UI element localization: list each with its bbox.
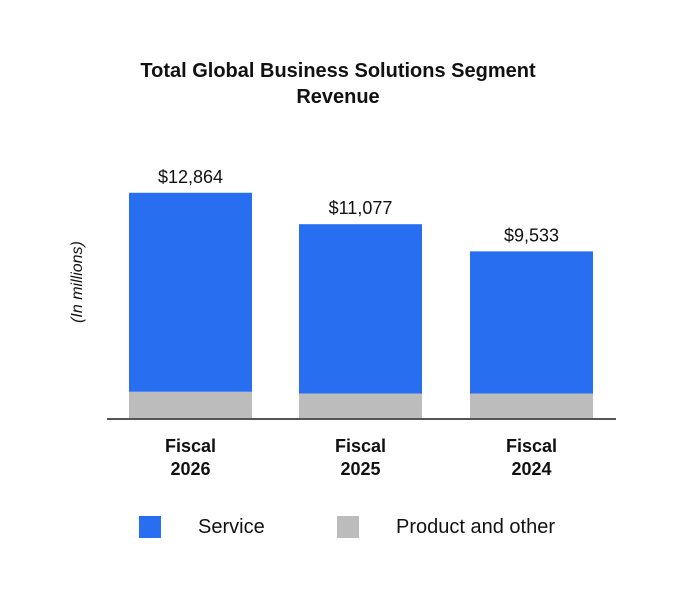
legend-label-product: Product and other	[396, 515, 555, 538]
x-tick-label-1-line-0: Fiscal	[335, 436, 386, 456]
total-label-0: $12,864	[158, 167, 223, 187]
legend-label-service: Service	[198, 515, 265, 538]
x-tick-label-0-line-1: 2026	[170, 459, 210, 479]
bar-product-0	[129, 391, 252, 419]
bar-service-0	[129, 192, 252, 392]
bar-service-2	[470, 251, 593, 394]
total-label-2: $9,533	[504, 225, 559, 245]
x-tick-label-2-line-0: Fiscal	[506, 436, 557, 456]
x-tick-label-2-line-1: 2024	[511, 459, 551, 479]
legend-item-product: Product and other	[337, 514, 555, 540]
chart-title: Total Global Business Solutions Segment …	[140, 60, 536, 108]
legend-swatch-service	[139, 516, 161, 538]
legend-item-service: Service	[139, 514, 265, 540]
total-label-1: $11,077	[329, 198, 393, 218]
bars-layer	[129, 192, 593, 419]
bar-product-2	[470, 393, 593, 419]
bar-product-1	[299, 393, 422, 419]
bar-service-1	[299, 224, 422, 394]
legend-swatch-product	[337, 516, 359, 538]
x-tick-label-1-line-1: 2025	[340, 459, 380, 479]
x-tick-label-0-line-0: Fiscal	[165, 436, 216, 456]
labels-layer: $12,864 Fiscal 2026 $11,077 Fiscal 2025 $9,533…	[158, 167, 559, 479]
